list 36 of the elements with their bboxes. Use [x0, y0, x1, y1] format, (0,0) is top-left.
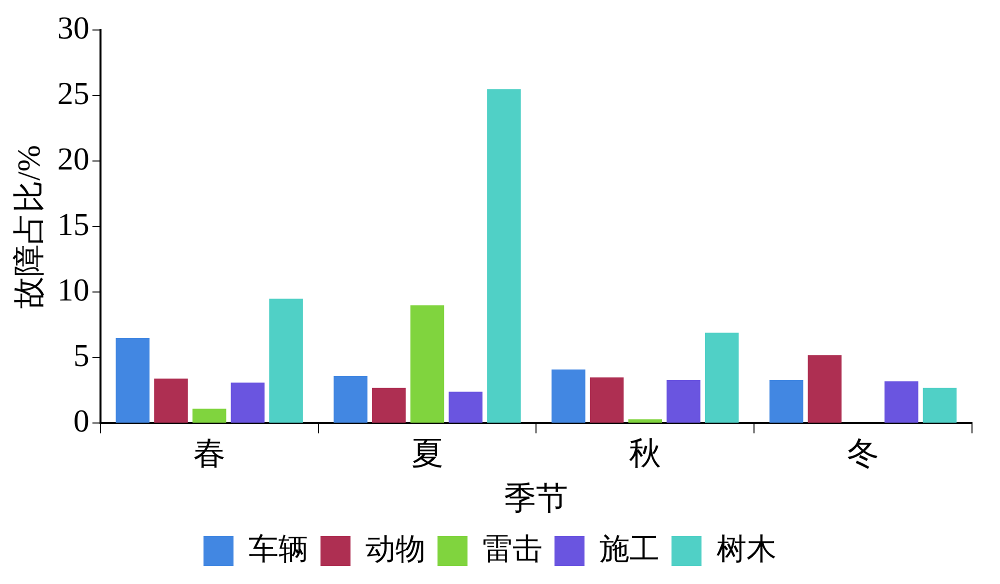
- y-tick-label: 25: [57, 75, 90, 112]
- x-tick-label: 春: [193, 434, 226, 471]
- y-tick-label: 20: [57, 140, 90, 177]
- legend-label: 车辆: [248, 532, 308, 566]
- y-axis-title: 故障占比/%: [10, 144, 47, 308]
- bar: [666, 380, 700, 423]
- bar: [448, 392, 482, 423]
- bar: [410, 305, 444, 423]
- y-tick-label: 0: [73, 402, 90, 439]
- legend-label: 树木: [716, 532, 776, 566]
- y-tick-label: 10: [57, 272, 90, 308]
- bar: [590, 377, 624, 423]
- bar: [192, 408, 226, 423]
- bar: [552, 369, 586, 423]
- y-tick-label: 30: [57, 10, 90, 46]
- legend-label: 施工: [600, 532, 660, 566]
- y-tick-label: 15: [57, 206, 90, 242]
- bar: [334, 376, 368, 423]
- bar: [269, 298, 303, 423]
- legend-label: 雷击: [482, 532, 542, 566]
- x-tick-label: 夏: [411, 434, 444, 471]
- bar: [884, 381, 918, 423]
- y-tick-label: 5: [73, 337, 90, 374]
- bar: [372, 388, 406, 423]
- bar: [154, 378, 188, 423]
- x-tick-label: 冬: [847, 434, 880, 471]
- bar: [922, 388, 957, 423]
- bar: [704, 332, 739, 423]
- bar: [230, 382, 265, 423]
- x-tick-label: 秋: [629, 434, 662, 471]
- bar: [487, 89, 521, 423]
- legend-label: 动物: [366, 532, 426, 566]
- x-axis-title: 季节: [504, 480, 568, 516]
- bar: [769, 380, 804, 423]
- bar: [116, 338, 150, 423]
- bar: [808, 355, 842, 423]
